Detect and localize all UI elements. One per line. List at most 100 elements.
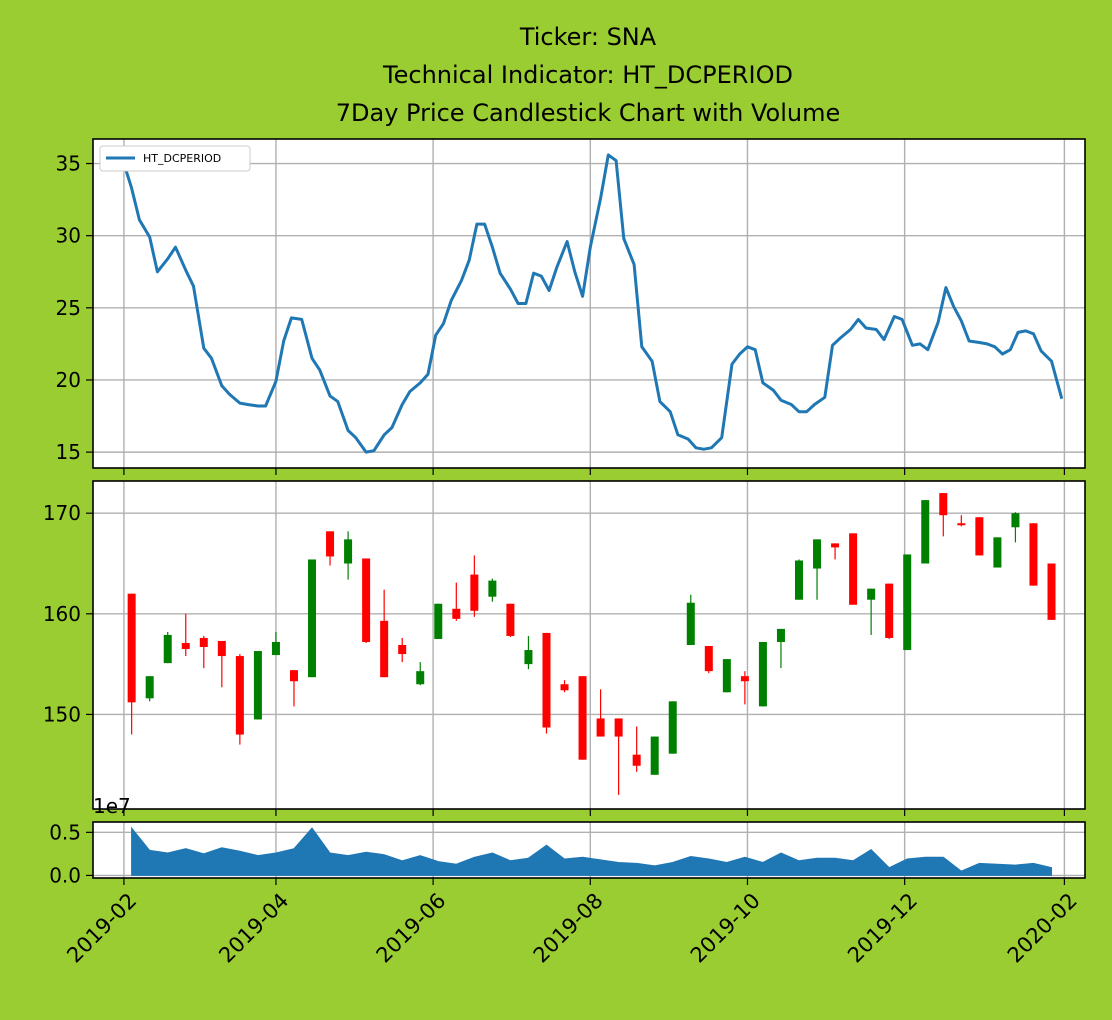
- candle-down: [470, 555, 479, 617]
- candle-body: [289, 670, 298, 682]
- candle-body: [560, 684, 569, 691]
- candle-body: [542, 632, 551, 728]
- candle-down: [452, 582, 461, 621]
- candle-down: [181, 613, 190, 657]
- candle-body: [740, 676, 749, 682]
- candle-up: [758, 641, 767, 707]
- candle-body: [308, 559, 317, 678]
- candle-up: [344, 531, 353, 580]
- candle-down: [289, 670, 298, 707]
- candle-body: [199, 637, 208, 648]
- candle-down: [704, 646, 713, 674]
- candle-body: [758, 641, 767, 707]
- title-line-1: Ticker: SNA: [519, 23, 657, 51]
- candle-body: [686, 602, 695, 645]
- candle-down: [939, 493, 948, 537]
- candle-down: [578, 676, 587, 760]
- candle-body: [452, 608, 461, 619]
- candle-up: [145, 676, 154, 702]
- candle-down: [885, 583, 894, 639]
- candle-body: [380, 620, 389, 678]
- candle-down: [127, 593, 136, 735]
- candle-up: [686, 594, 695, 645]
- candle-up: [993, 537, 1002, 568]
- candle-down: [957, 515, 966, 527]
- candle-down: [542, 632, 551, 734]
- candle-body: [632, 754, 641, 766]
- candle-up: [253, 651, 262, 720]
- candle-down: [614, 718, 623, 795]
- y-tick-label: 30: [56, 224, 81, 248]
- candle-body: [362, 558, 371, 642]
- candle-body: [506, 603, 515, 636]
- candle-body: [470, 574, 479, 611]
- candle-down: [849, 533, 858, 605]
- panel-frame: [92, 821, 1086, 879]
- candle-body: [813, 539, 822, 569]
- candle-up: [524, 635, 533, 670]
- candle-up: [308, 559, 317, 678]
- candle-body: [614, 718, 623, 737]
- candle-body: [975, 517, 984, 556]
- candle-up: [434, 603, 443, 639]
- legend-label: HT_DCPERIOD: [143, 152, 221, 165]
- candle-up: [867, 588, 876, 635]
- candle-body: [867, 588, 876, 600]
- panel-frame: [92, 480, 1086, 810]
- y-tick-label: 0.0: [49, 863, 81, 887]
- candle-body: [957, 523, 966, 526]
- candle-up: [921, 500, 930, 564]
- candle-up: [722, 659, 731, 693]
- candle-body: [416, 671, 425, 685]
- candle-down: [506, 603, 515, 637]
- candle-body: [668, 701, 677, 754]
- candle-body: [939, 493, 948, 516]
- candle-body: [704, 646, 713, 672]
- candle-up: [813, 539, 822, 600]
- candle-up: [488, 578, 497, 602]
- candle-body: [921, 500, 930, 564]
- candle-body: [524, 650, 533, 665]
- candle-body: [181, 642, 190, 650]
- candle-body: [271, 641, 280, 656]
- candle-up: [776, 628, 785, 669]
- y-tick-label: 0.5: [49, 820, 81, 844]
- candle-down: [199, 635, 208, 669]
- y-tick-label: 170: [43, 501, 81, 525]
- candle-up: [668, 701, 677, 754]
- candle-body: [326, 531, 335, 557]
- candle-up: [416, 662, 425, 686]
- candle-body: [794, 560, 803, 600]
- y-tick-label: 150: [43, 702, 81, 726]
- candle-down: [398, 637, 407, 663]
- candle-down: [380, 589, 389, 678]
- candle-body: [650, 736, 659, 775]
- candle-down: [362, 558, 371, 643]
- y-tick-label: 15: [56, 440, 81, 464]
- plot-area: [93, 481, 1085, 809]
- chart-title: Ticker: SNA Technical Indicator: HT_DCPE…: [336, 23, 841, 127]
- candle-down: [975, 517, 984, 556]
- candle-down: [831, 543, 840, 560]
- candle-body: [344, 539, 353, 564]
- candle-down: [217, 640, 226, 688]
- candle-down: [740, 671, 749, 705]
- y-tick-label: 20: [56, 368, 81, 392]
- indicator-panel: 15 20 25 30 35 HT_DCPERIOD: [56, 138, 1086, 475]
- candle-body: [1047, 563, 1056, 620]
- candle-down: [632, 726, 641, 772]
- candle-down: [1029, 523, 1038, 586]
- candle-body: [127, 593, 136, 703]
- candle-down: [1047, 563, 1056, 620]
- volume-area: [131, 826, 1052, 876]
- candle-up: [163, 631, 172, 664]
- candle-up: [271, 631, 280, 656]
- candle-body: [849, 533, 858, 605]
- y-tick-label: 25: [56, 296, 81, 320]
- candle-down: [326, 531, 335, 566]
- candle-body: [145, 676, 154, 699]
- candle-body: [434, 603, 443, 639]
- candle-body: [831, 543, 840, 548]
- candle-down: [560, 680, 569, 693]
